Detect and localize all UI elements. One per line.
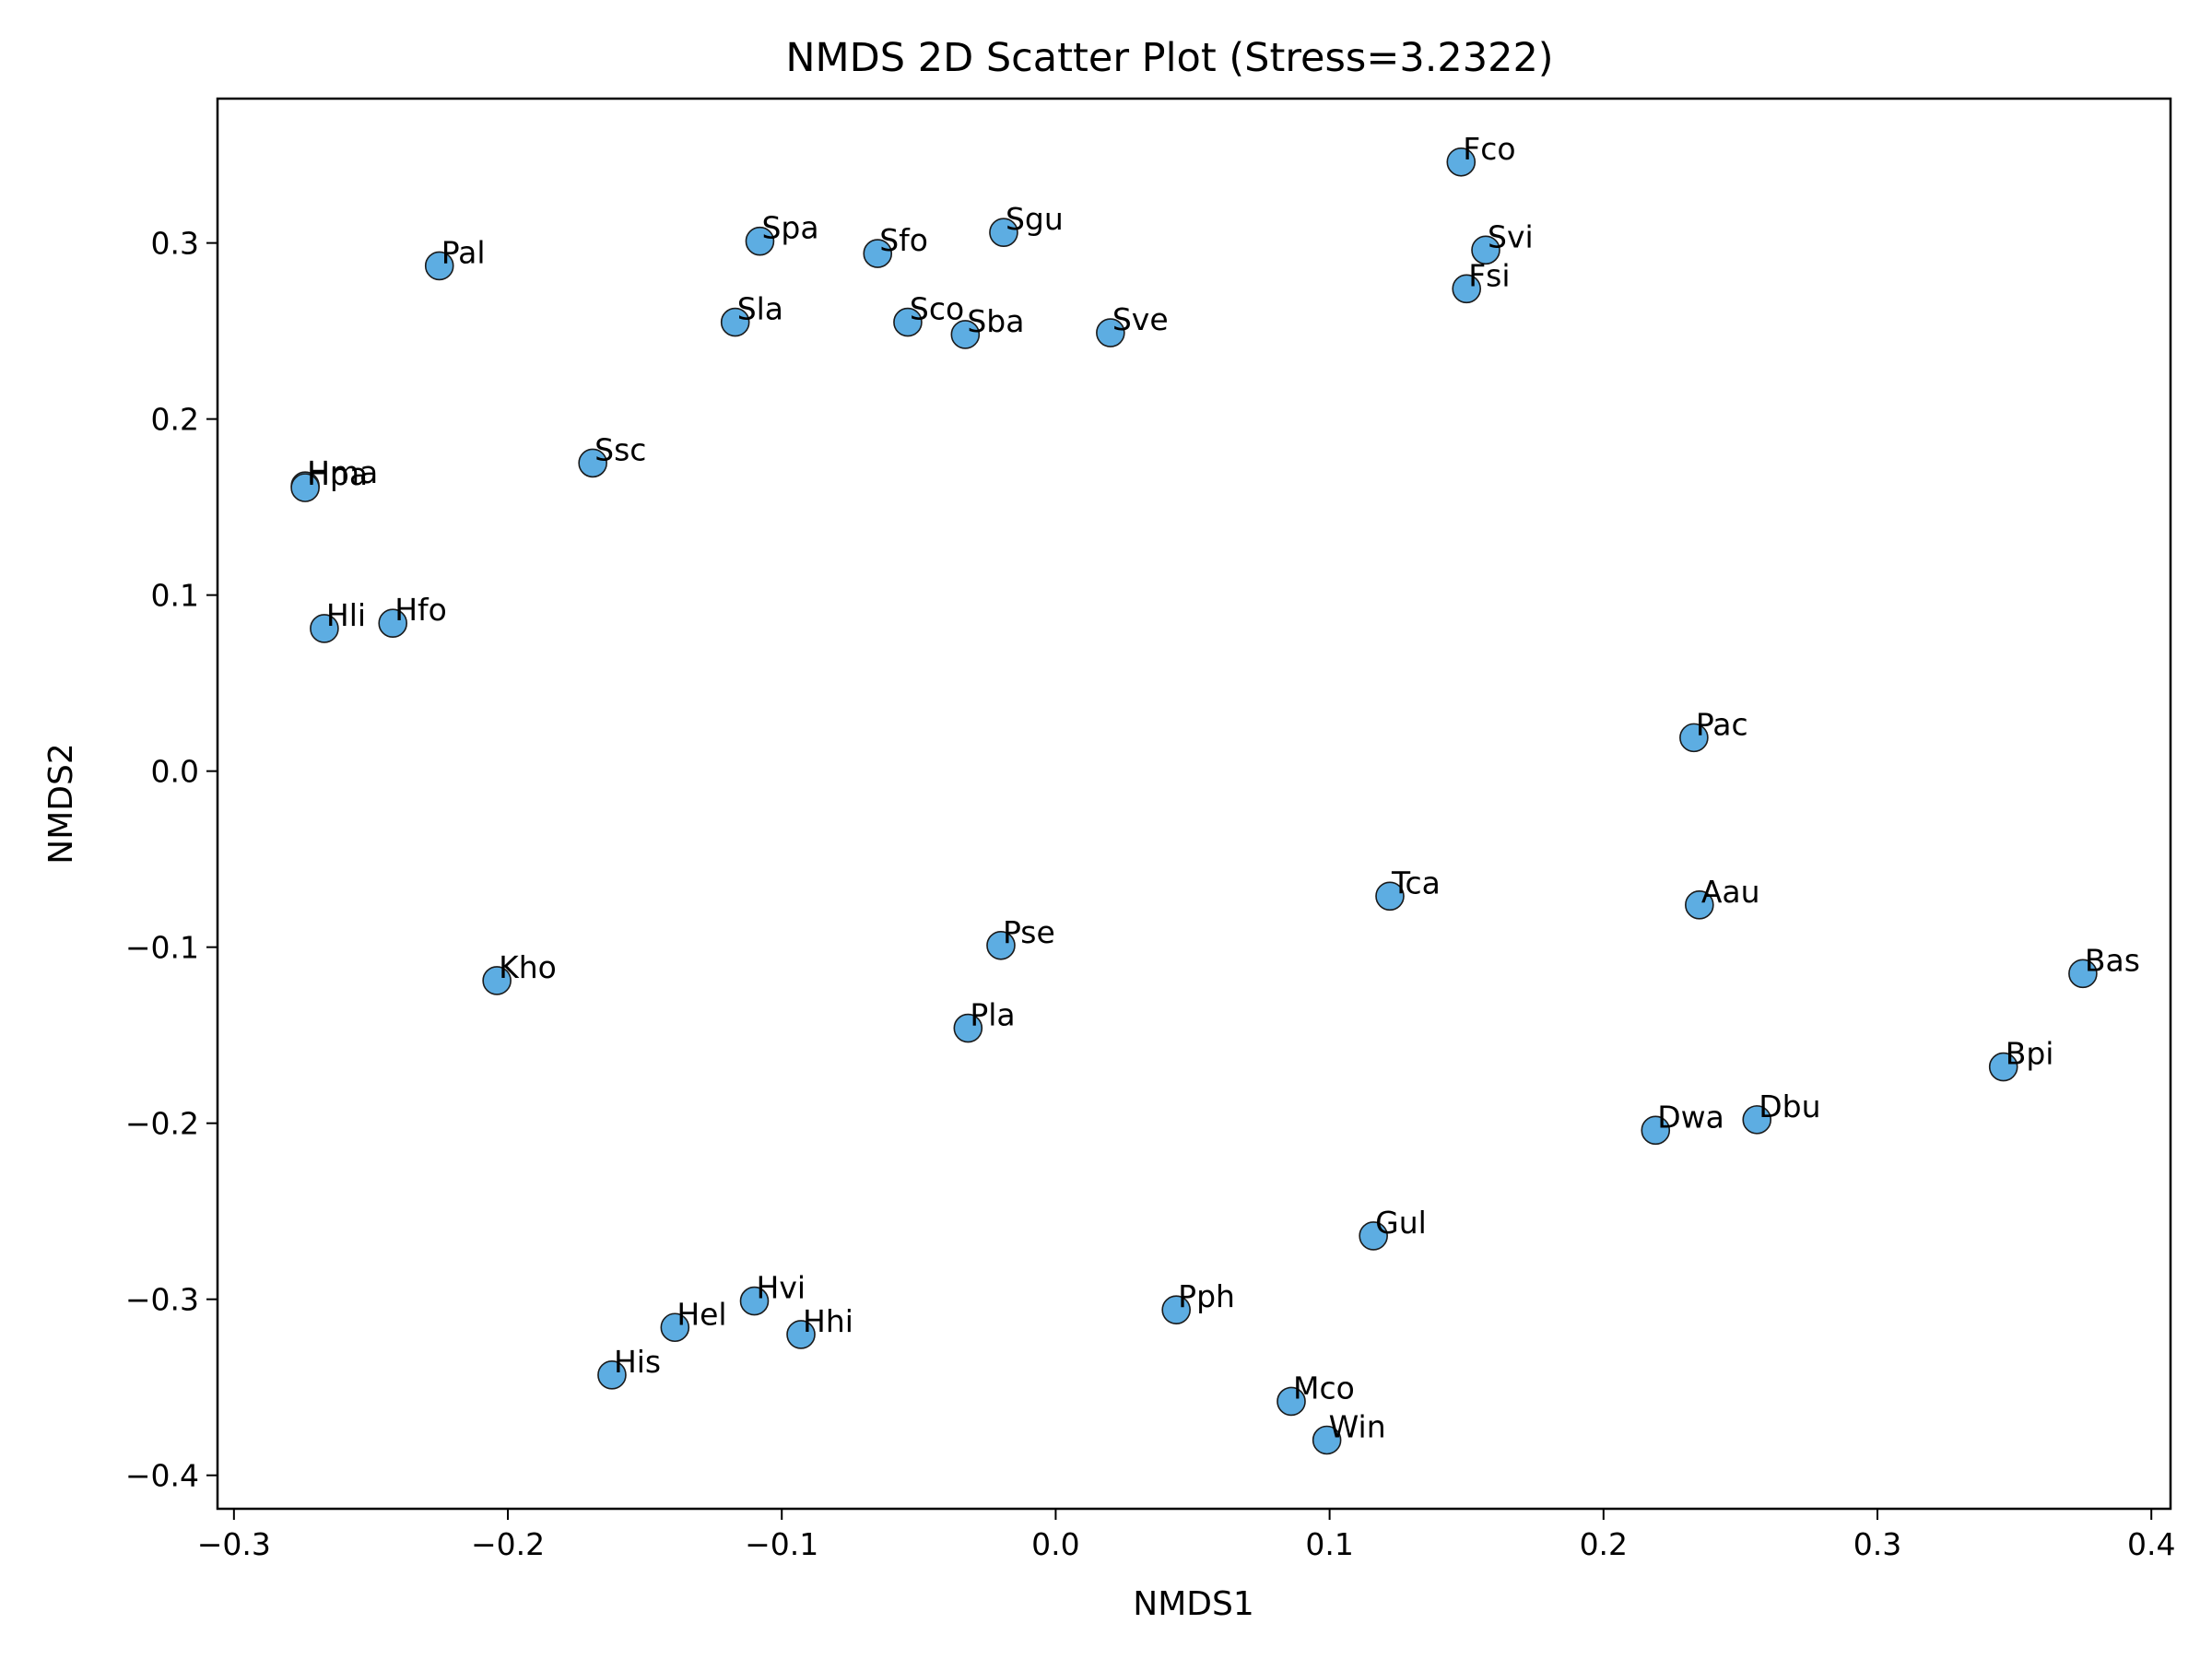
data-point [1277,1386,1306,1417]
data-point [1988,1052,2018,1082]
chart-title: NMDS 2D Scatter Plot (Stress=3.2322) [785,35,1553,81]
point-label: His [614,1344,661,1380]
point-label: Tca [1391,865,1441,900]
scatter-points [290,147,2098,1455]
point-label: Pse [1003,914,1055,950]
data-point [1446,147,1477,177]
point-label: Pla [970,997,1015,1033]
point-label: Hel [677,1296,726,1332]
data-point [1679,723,1709,753]
y-tick-label: 0.1 [151,578,199,614]
data-point [1452,274,1482,304]
point-label: Sco [910,291,964,327]
x-axis-label: NMDS1 [1133,1585,1253,1623]
x-tick-label: −0.1 [745,1526,818,1562]
data-point [1312,1425,1342,1455]
point-label: Pph [1178,1278,1235,1314]
data-point [2068,959,2098,989]
point-label: Svi [1488,218,1534,254]
data-point [597,1360,627,1390]
data-point [578,448,607,478]
data-point [1375,881,1405,912]
y-tick-label: −0.2 [125,1106,199,1142]
data-point [986,930,1016,960]
y-axis-ticks: −0.4 −0.3 −0.2 −0.1 0.0 0.1 0.2 0.3 [125,226,218,1494]
point-label: Mco [1293,1370,1355,1406]
data-point [863,239,893,268]
x-tick-label: 0.2 [1580,1526,1628,1562]
x-tick-label: −0.2 [471,1526,545,1562]
point-label: Sla [737,291,783,327]
point-label: Hpa [307,456,368,492]
y-tick-label: 0.0 [151,754,199,790]
point-label: Bas [2085,942,2140,978]
point-label: Sgu [1006,201,1064,237]
data-point [1359,1221,1388,1251]
x-tick-label: 0.4 [2127,1526,2175,1562]
point-label: Hma [307,454,378,490]
x-tick-label: 0.0 [1031,1526,1079,1562]
x-tick-label: −0.3 [197,1526,271,1562]
point-label: Hvi [757,1270,806,1306]
point-label: Fsi [1468,257,1510,293]
data-point [739,1286,770,1316]
y-tick-label: 0.3 [151,226,199,262]
point-label: Ssc [594,431,646,467]
x-axis-ticks: −0.3 −0.2 −0.1 0.0 0.1 0.2 0.3 0.4 [197,1509,2175,1562]
y-axis-label: NMDS2 [42,743,80,864]
point-label: Fco [1463,131,1515,167]
data-point [1742,1105,1772,1135]
point-label: Pac [1696,706,1748,742]
data-point [310,614,339,643]
point-label: Dwa [1657,1099,1724,1135]
y-tick-label: −0.3 [125,1282,199,1318]
data-point [290,473,320,502]
y-tick-label: 0.2 [151,402,199,438]
data-point [950,320,981,349]
data-point [720,307,750,337]
data-point [1096,318,1125,347]
point-label: Hfo [394,592,447,628]
point-label: Spa [761,210,818,246]
data-point [893,307,923,337]
data-point [378,608,408,639]
point-label: Bpi [2006,1036,2054,1072]
data-point [424,251,454,281]
data-point [1641,1115,1671,1146]
point-label: Win [1329,1409,1386,1445]
point-label: Hhi [803,1303,853,1339]
point-label: Pal [441,234,486,270]
y-tick-label: −0.1 [125,930,199,966]
x-tick-label: 0.1 [1305,1526,1353,1562]
data-point [1471,235,1500,265]
point-label: Dbu [1759,1088,1820,1124]
data-point [745,226,775,256]
data-point [1685,890,1714,920]
point-label: Sba [967,303,1024,339]
point-label: Sfo [879,222,928,258]
data-point [786,1320,816,1349]
point-label: Aau [1701,874,1760,910]
point-label: Kho [499,949,557,985]
x-tick-label: 0.3 [1853,1526,1901,1562]
data-point [660,1312,690,1343]
point-label: Sve [1112,301,1169,337]
data-point [1161,1295,1191,1324]
y-tick-label: −0.4 [125,1458,199,1494]
data-point [482,966,512,995]
point-label: Gul [1375,1205,1427,1241]
point-label: Hli [326,597,366,633]
data-point [989,218,1018,247]
data-point [953,1013,983,1043]
plot-area-frame [216,97,2172,1511]
